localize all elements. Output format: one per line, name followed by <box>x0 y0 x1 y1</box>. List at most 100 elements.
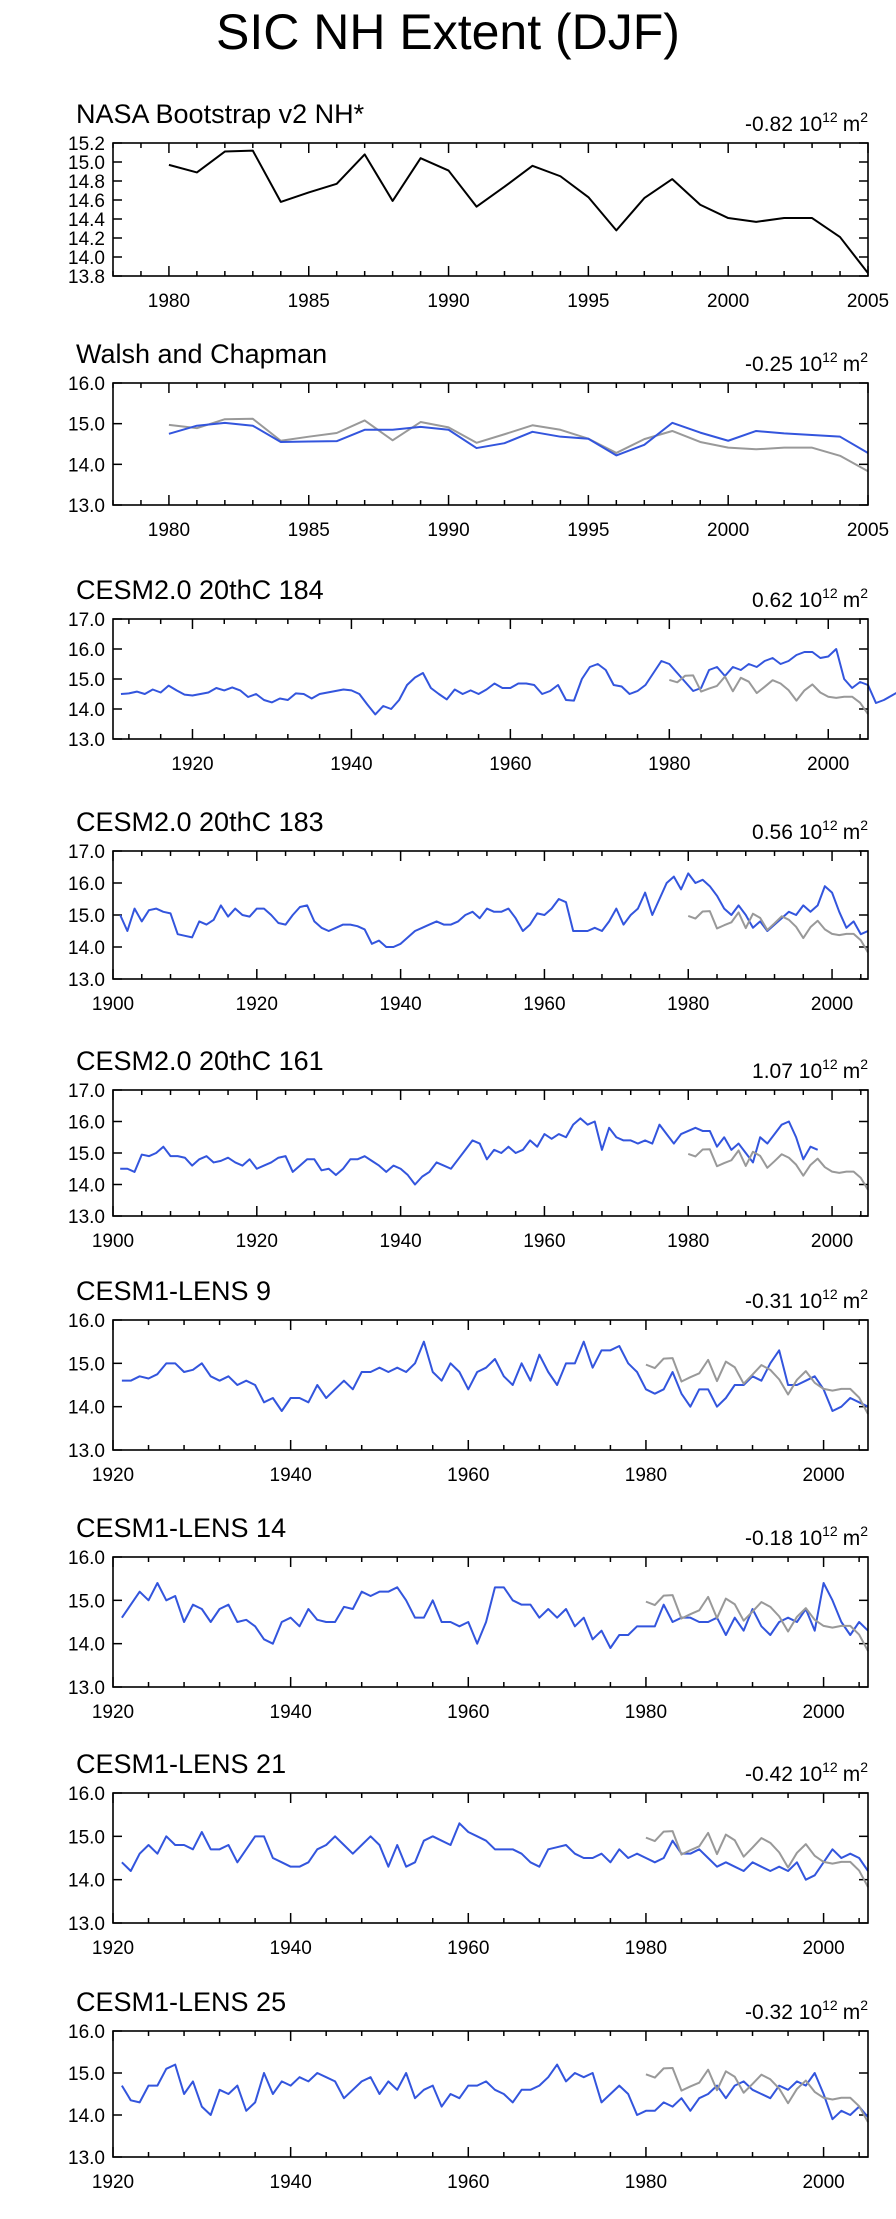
trend-value: -0.32 <box>745 2001 793 2024</box>
trend-unit-m: m <box>843 353 861 376</box>
series-line-reference <box>645 1357 869 1415</box>
x-tick-label: 1960 <box>523 994 565 1015</box>
x-tick-label: 1920 <box>92 1938 134 1959</box>
x-tick-label: 1940 <box>270 1702 312 1723</box>
trend-unit-exponent: 2 <box>860 1056 868 1072</box>
panel-title: NASA Bootstrap v2 NH* <box>76 99 365 129</box>
series-line-model <box>121 1340 869 1412</box>
series-line-reference <box>645 1594 869 1652</box>
y-tick-label: 13.0 <box>68 496 105 517</box>
trend-value: -0.18 <box>745 1527 793 1550</box>
y-tick-label: 15.0 <box>68 1827 105 1848</box>
x-tick-label: 2000 <box>811 1231 853 1252</box>
trend-unit-m: m <box>843 1763 861 1786</box>
panel-title: Walsh and Chapman <box>76 339 327 369</box>
panel-1: NASA Bootstrap v2 NH* -0.82 1012 m213.814.… <box>68 99 889 312</box>
trend-unit-m: m <box>843 1527 861 1550</box>
y-tick-label: 15.0 <box>68 153 105 174</box>
y-tick-label: 17.0 <box>68 842 105 863</box>
x-tick-label: 1920 <box>236 1231 278 1252</box>
y-tick-label: 15.0 <box>68 1591 105 1612</box>
trend-unit: 10 <box>799 1290 822 1313</box>
series-line-reference <box>645 2066 869 2123</box>
y-tick-label: 14.2 <box>68 229 105 250</box>
plot-frame <box>112 1556 869 1688</box>
trend-annotation: -0.82 1012 m2 <box>745 109 868 136</box>
y-tick-label: 13.0 <box>68 2148 105 2169</box>
y-tick-label: 13.0 <box>68 1678 105 1699</box>
x-tick-label: 1940 <box>379 994 421 1015</box>
trend-unit-exponent: 2 <box>860 1286 868 1302</box>
y-tick-label: 16.0 <box>68 1311 105 1332</box>
series-line-model <box>120 1117 819 1186</box>
x-tick-label: 1940 <box>270 1938 312 1959</box>
y-tick-label: 13.8 <box>68 267 105 288</box>
trend-annotation: -0.31 1012 m2 <box>745 1286 868 1313</box>
plot-frame <box>112 618 869 740</box>
x-tick-label: 1980 <box>625 1702 667 1723</box>
trend-unit-m: m <box>843 113 861 136</box>
trend-exponent: 12 <box>822 109 838 125</box>
plot-frame <box>112 1319 869 1451</box>
trend-exponent: 12 <box>822 1523 838 1539</box>
series-line-model <box>121 1582 869 1649</box>
x-tick-label: 1940 <box>330 754 372 775</box>
trend-unit-exponent: 2 <box>860 349 868 365</box>
panel-title: CESM2.0 20thC 184 <box>76 575 324 605</box>
y-tick-label: 16.0 <box>68 1784 105 1805</box>
x-tick-label: 1980 <box>625 1465 667 1486</box>
trend-unit: 10 <box>799 821 822 844</box>
y-tick-label: 13.0 <box>68 970 105 991</box>
trend-unit: 10 <box>799 1060 822 1083</box>
trend-exponent: 12 <box>822 1997 838 2013</box>
x-tick-label: 2000 <box>811 994 853 1015</box>
y-tick-label: 16.0 <box>68 1548 105 1569</box>
trend-value: 0.56 <box>752 821 793 844</box>
x-tick-label: 1980 <box>667 994 709 1015</box>
trend-annotation: -0.42 1012 m2 <box>745 1759 868 1786</box>
x-tick-label: 2000 <box>802 1465 844 1486</box>
y-tick-label: 13.0 <box>68 1441 105 1462</box>
y-tick-label: 15.0 <box>68 1144 105 1165</box>
y-tick-label: 15.0 <box>68 906 105 927</box>
trend-unit-m: m <box>843 1290 861 1313</box>
x-tick-label: 1980 <box>667 1231 709 1252</box>
x-tick-label: 1960 <box>447 1702 489 1723</box>
y-tick-label: 14.0 <box>68 1871 105 1892</box>
trend-unit: 10 <box>799 589 822 612</box>
y-tick-label: 14.0 <box>68 1398 105 1419</box>
panel-title: CESM1-LENS 9 <box>76 1276 271 1306</box>
trend-exponent: 12 <box>822 1286 838 1302</box>
series-line-model <box>119 872 869 948</box>
x-tick-label: 1980 <box>148 291 190 312</box>
x-tick-label: 1985 <box>288 520 330 541</box>
x-tick-label: 2000 <box>707 520 749 541</box>
panel-title: CESM1-LENS 25 <box>76 1987 286 2017</box>
x-tick-label: 2005 <box>847 291 889 312</box>
x-tick-label: 1920 <box>236 994 278 1015</box>
y-tick-label: 14.4 <box>68 210 105 231</box>
x-tick-label: 1995 <box>567 520 609 541</box>
y-tick-label: 16.0 <box>68 1113 105 1134</box>
trend-annotation: -0.18 1012 m2 <box>745 1523 868 1550</box>
x-tick-label: 1960 <box>523 1231 565 1252</box>
y-tick-label: 14.0 <box>68 938 105 959</box>
y-tick-label: 13.0 <box>68 1207 105 1228</box>
trend-exponent: 12 <box>822 349 838 365</box>
x-tick-label: 1990 <box>427 291 469 312</box>
trend-unit: 10 <box>799 353 822 376</box>
x-tick-label: 1980 <box>148 520 190 541</box>
y-tick-label: 16.0 <box>68 374 105 395</box>
y-tick-label: 13.0 <box>68 730 105 751</box>
y-tick-label: 15.0 <box>68 670 105 691</box>
trend-value: -0.42 <box>745 1763 793 1786</box>
trend-unit-m: m <box>843 2001 861 2024</box>
trend-unit-exponent: 2 <box>860 1759 868 1775</box>
trend-unit-m: m <box>843 589 861 612</box>
panel-3: CESM2.0 20thC 184 0.62 1012 m2 13.0 14.0 15.0… <box>68 575 896 775</box>
x-tick-label: 1960 <box>489 754 531 775</box>
x-tick-label: 2000 <box>802 2172 844 2193</box>
trend-unit-exponent: 2 <box>860 585 868 601</box>
trend-annotation: 0.62 1012 m2 <box>752 585 868 612</box>
panel-4: CESM2.0 20thC 183 0.56 1012 m2 13.0 14.0 15.0… <box>68 807 869 1015</box>
